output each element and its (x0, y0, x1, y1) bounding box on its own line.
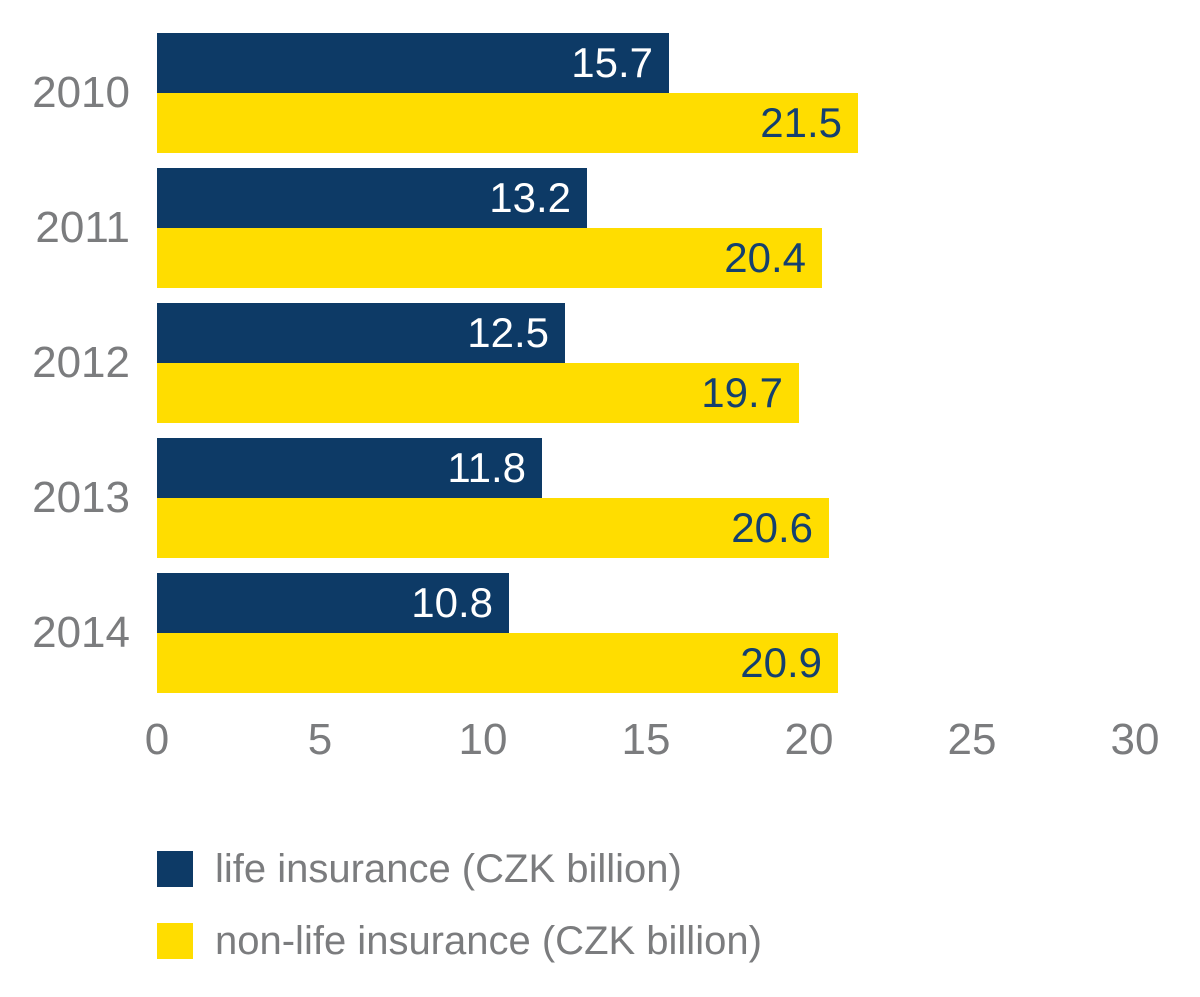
life-insurance-bar-2012: 12.5 (157, 303, 565, 363)
bar-value-label: 20.4 (724, 234, 806, 281)
x-axis-tick-30: 30 (1110, 715, 1160, 764)
non-life-insurance-bar-2010: 21.5 (157, 93, 858, 153)
x-axis-tick-15: 15 (621, 715, 671, 764)
life-insurance-swatch (157, 851, 193, 887)
life-insurance-bar-2014: 10.8 (157, 573, 509, 633)
life-insurance-bar-2011: 13.2 (157, 168, 587, 228)
bar-value-label: 12.5 (467, 309, 549, 356)
year-label-2012: 2012 (32, 338, 130, 387)
year-label-2014: 2014 (32, 608, 130, 657)
year-label-2010: 2010 (32, 68, 130, 117)
x-axis-tick-25: 25 (947, 715, 997, 764)
bar-value-label: 11.8 (447, 444, 526, 491)
bar-value-label: 20.6 (731, 504, 813, 551)
legend-label-non-life-insurance: non-life insurance (CZK billion) (215, 918, 762, 963)
legend-label-life-insurance: life insurance (CZK billion) (215, 846, 682, 891)
x-axis-tick-0: 0 (144, 715, 170, 764)
bar-value-label: 13.2 (489, 174, 571, 221)
bar-value-label: 19.7 (701, 369, 783, 416)
non-life-insurance-bar-2011: 20.4 (157, 228, 822, 288)
bar-value-label: 21.5 (760, 99, 842, 146)
year-label-2013: 2013 (32, 473, 130, 522)
bar-value-label: 10.8 (411, 579, 493, 626)
non-life-insurance-bar-2012: 19.7 (157, 363, 799, 423)
legend-item-non-life-insurance: non-life insurance (CZK billion) (157, 919, 762, 963)
non-life-insurance-swatch (157, 923, 193, 959)
bar-value-label: 15.7 (571, 39, 653, 86)
life-insurance-bar-2010: 15.7 (157, 33, 669, 93)
legend: life insurance (CZK billion) non-life in… (157, 847, 762, 991)
x-axis-tick-10: 10 (458, 715, 508, 764)
legend-item-life-insurance: life insurance (CZK billion) (157, 847, 762, 891)
non-life-insurance-bar-2013: 20.6 (157, 498, 829, 558)
year-label-2011: 2011 (35, 203, 130, 252)
x-axis-tick-5: 5 (307, 715, 333, 764)
non-life-insurance-bar-2014: 20.9 (157, 633, 838, 693)
life-insurance-bar-2013: 11.8 (157, 438, 542, 498)
bar-value-label: 20.9 (740, 639, 822, 686)
x-axis-tick-20: 20 (784, 715, 834, 764)
